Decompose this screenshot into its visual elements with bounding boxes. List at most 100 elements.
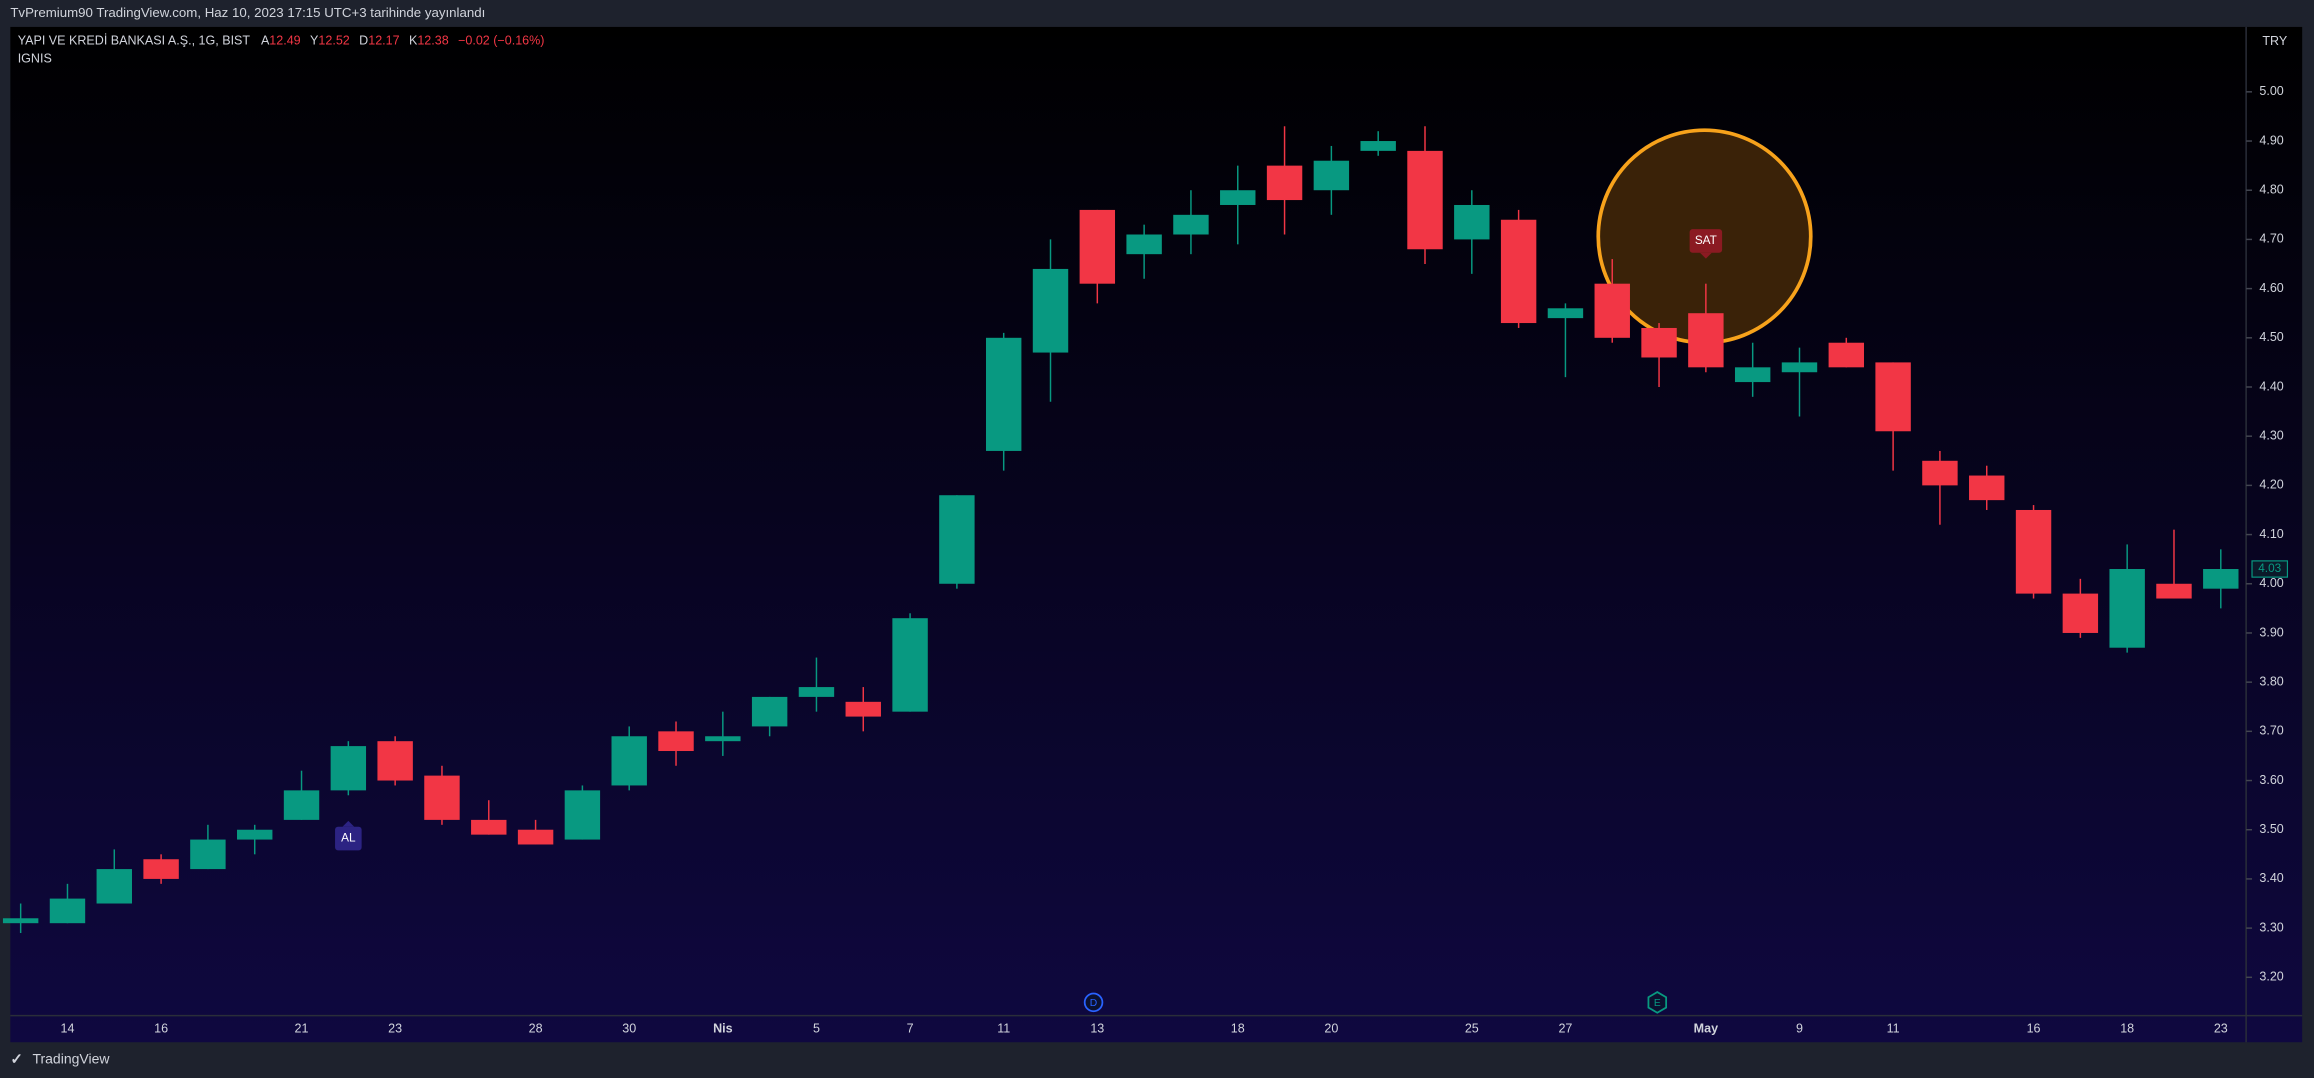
signal-box: [335, 826, 362, 851]
currency: TRY: [2262, 34, 2287, 48]
y-tick-label: 3.30: [2259, 920, 2283, 934]
candle-body: [705, 736, 741, 742]
y-tick-label: 4.30: [2259, 429, 2283, 443]
y-tick-label: 3.80: [2259, 674, 2283, 688]
candle-body: [1828, 342, 1865, 368]
legend-l-label: D: [359, 34, 368, 48]
candle-body: [1220, 190, 1256, 205]
x-tick-label: 11: [1887, 1021, 1900, 1035]
legend-high: 12.52: [318, 34, 349, 48]
candle-body: [985, 337, 1022, 451]
legend-low: 12.17: [368, 34, 399, 48]
candle-body: [330, 746, 367, 791]
candle-body: [2156, 583, 2192, 599]
x-tick-label: May: [1694, 1021, 1718, 1035]
candle-body: [96, 869, 132, 904]
legend-h-label: Y: [310, 34, 319, 48]
indicator-name: IGNIS: [18, 52, 52, 66]
candle-body: [658, 731, 694, 752]
x-tick-label: 18: [1231, 1021, 1245, 1035]
event-label: D: [1090, 998, 1097, 1009]
candle-body: [1079, 209, 1116, 284]
candle-body: [2109, 569, 2145, 648]
y-tick-label: 4.80: [2259, 183, 2283, 197]
candle-body: [1688, 313, 1724, 368]
y-tick-label: 4.20: [2259, 478, 2283, 492]
candle-body: [2, 918, 39, 924]
signal-label: AL: [341, 831, 356, 845]
x-tick-label: 30: [622, 1021, 636, 1035]
x-tick-label: 21: [295, 1021, 309, 1035]
candle-body: [190, 839, 226, 870]
x-tick-label: 18: [2120, 1021, 2134, 1035]
y-tick-label: 3.50: [2259, 822, 2283, 836]
x-tick-label: 20: [1324, 1021, 1338, 1035]
event-label: E: [1654, 998, 1661, 1009]
candle-body: [1360, 141, 1396, 151]
event-icon: [1083, 992, 1104, 1013]
event-icon: [1647, 991, 1668, 1014]
x-tick-label: Nis: [713, 1021, 733, 1035]
legend-symbol: YAPI VE KREDİ BANKASI A.Ş., 1G, BIST: [18, 34, 251, 48]
y-tick-label: 4.00: [2259, 576, 2283, 590]
last-price-label: 4.03: [2258, 561, 2281, 575]
y-tick-label: 4.60: [2259, 281, 2283, 295]
candle-body: [1875, 362, 1911, 432]
publish-header: TvPremium90 TradingView.com, Haz 10, 202…: [10, 5, 485, 20]
signal-pointer: [342, 820, 355, 827]
candle-body: [237, 829, 273, 840]
y-tick-label: 3.40: [2259, 871, 2283, 885]
x-tick-label: 16: [154, 1021, 168, 1035]
logo-mark: ✓: [10, 1052, 22, 1068]
x-tick-label: 25: [1465, 1021, 1479, 1035]
candle-body: [892, 618, 928, 712]
candle-body: [424, 775, 460, 820]
candle-body: [1969, 475, 2005, 501]
y-tick-label: 3.70: [2259, 724, 2283, 738]
x-tick-label: 23: [2214, 1021, 2228, 1035]
candle-body: [283, 790, 320, 820]
x-tick-label: 14: [60, 1021, 74, 1035]
candle-body: [1313, 160, 1350, 191]
legend-open: 12.49: [269, 34, 300, 48]
y-tick-label: 3.20: [2259, 970, 2283, 984]
x-tick-label: 27: [1558, 1021, 1572, 1035]
y-tick-label: 5.00: [2259, 84, 2283, 98]
legend-change: −0.02 (−0.16%): [458, 34, 544, 48]
candle-body: [845, 701, 881, 717]
candle-body: [939, 495, 975, 584]
signal-label: SAT: [1695, 233, 1717, 247]
candle-body: [1500, 219, 1537, 324]
legend-c-label: K: [409, 34, 418, 48]
y-tick-label: 4.10: [2259, 527, 2283, 541]
y-tick-label: 3.60: [2259, 773, 2283, 787]
candle-body: [517, 829, 554, 845]
candle-body: [2062, 593, 2099, 633]
y-tick-label: 4.70: [2259, 232, 2283, 246]
candle-body: [1781, 362, 1818, 373]
candle-body: [1922, 460, 1958, 486]
candle-body: [1126, 234, 1162, 255]
y-tick-label: 4.90: [2259, 133, 2283, 147]
candle-body: [611, 736, 647, 786]
candle-body: [377, 741, 413, 781]
candle-body: [1734, 367, 1771, 383]
y-tick-label: 4.50: [2259, 330, 2283, 344]
legend-o-label: A: [261, 34, 270, 48]
candle-body: [1032, 268, 1069, 353]
candle-body: [49, 898, 86, 924]
x-tick-label: 7: [907, 1021, 914, 1035]
legend-line: YAPI VE KREDİ BANKASI A.Ş., 1G, BIST A12…: [18, 34, 545, 48]
x-tick-label: 5: [813, 1021, 820, 1035]
candle-body: [1594, 283, 1630, 338]
signal-box: [1689, 229, 1723, 253]
y-tick-label: 3.90: [2259, 625, 2283, 639]
candle-body: [1407, 150, 1443, 250]
candle-body: [1547, 308, 1584, 319]
candle-body: [471, 819, 507, 835]
pane: [10, 26, 2303, 1043]
legend-close: 12.38: [417, 34, 448, 48]
candle-body: [1641, 327, 1677, 358]
